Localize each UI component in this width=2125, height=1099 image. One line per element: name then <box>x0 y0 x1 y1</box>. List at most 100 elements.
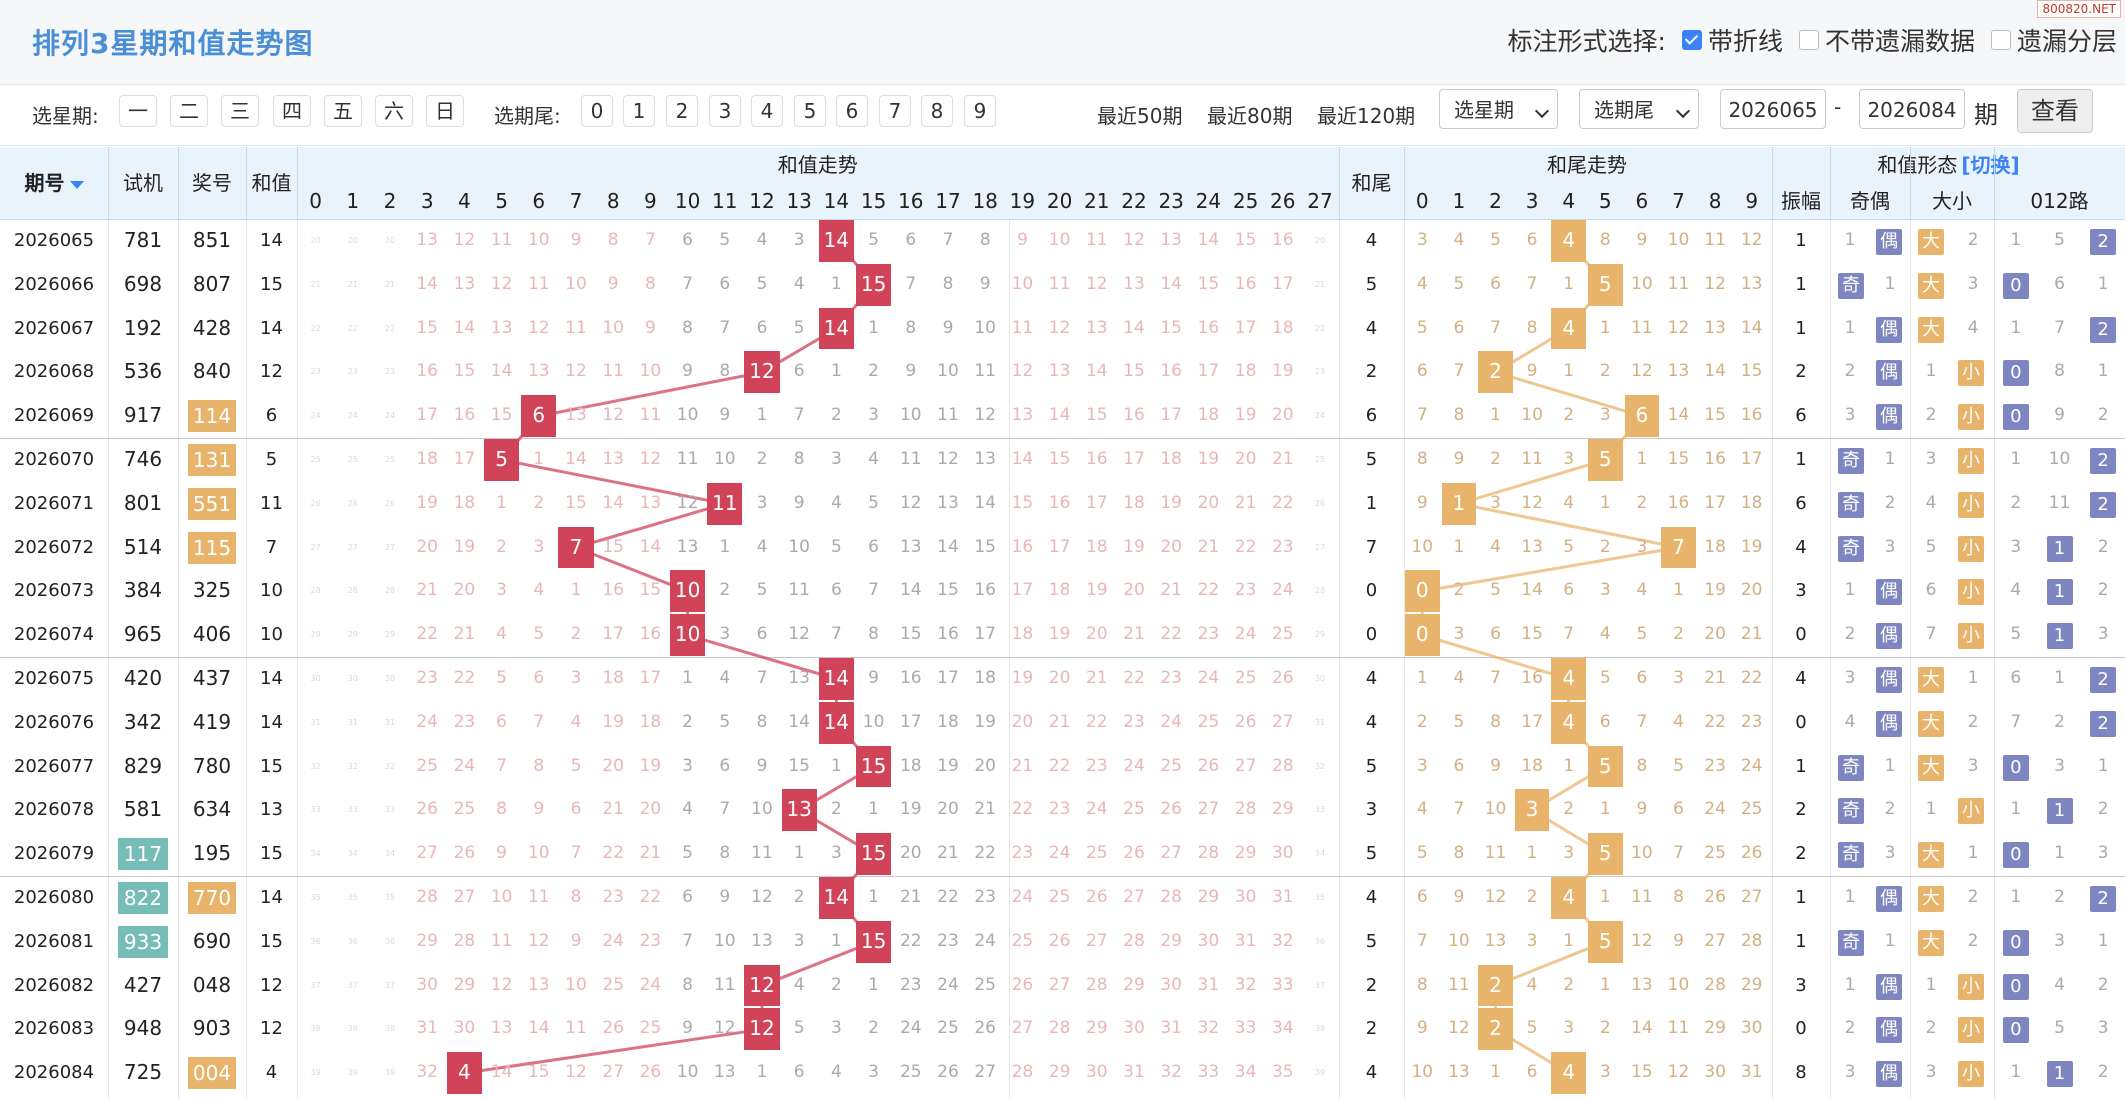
tail-col-header: 4 <box>1562 189 1576 213</box>
tail-miss-cell: 6 <box>1416 887 1428 907</box>
amplitude-cell: 1 <box>1795 887 1807 908</box>
sum-miss-cell: 9 <box>868 668 879 688</box>
sum-miss-cell: 24 <box>1271 580 1294 601</box>
sum-miss-cell: 32 <box>1160 1062 1182 1083</box>
big-miss-cell: 5 <box>1925 536 1937 557</box>
weekday-button-6[interactable]: 六 <box>375 95 413 127</box>
option-miss-layer[interactable]: 遗漏分层 <box>1990 22 2117 58</box>
tail-button-7[interactable]: 7 <box>879 95 911 127</box>
tail-miss-cell: 20 <box>1740 580 1763 601</box>
even-badge: 偶 <box>1876 229 1902 255</box>
sum-miss-cell: 37 <box>310 980 321 990</box>
sum-miss-cell: 15 <box>490 405 513 426</box>
small-miss-cell: 3 <box>1967 755 1979 776</box>
road-0-miss-cell: 3 <box>2010 536 2022 557</box>
tail-button-4[interactable]: 4 <box>751 95 783 127</box>
sum-miss-cell: 1 <box>830 930 842 951</box>
tail-miss-cell: 10 <box>1448 930 1470 951</box>
tail-button-8[interactable]: 8 <box>921 95 953 127</box>
tail-miss-cell: 22 <box>1704 711 1726 732</box>
tail-miss-cell: 9 <box>1636 230 1648 250</box>
tail-button-0[interactable]: 0 <box>581 95 613 127</box>
header-divider <box>178 147 179 219</box>
sum-miss-cell: 4 <box>496 624 507 645</box>
tail-miss-cell: 3 <box>1416 230 1428 250</box>
weekday-button-3[interactable]: 三 <box>221 95 259 127</box>
sum-miss-cell: 8 <box>868 624 879 645</box>
weekday-button-2[interactable]: 二 <box>170 95 208 127</box>
tail-button-6[interactable]: 6 <box>836 95 868 127</box>
road-0-badge: 0 <box>2002 973 2029 1000</box>
sum-miss-cell: 1 <box>793 843 805 864</box>
sum-miss-cell: 15 <box>1160 317 1182 338</box>
tail-button-9[interactable]: 9 <box>964 95 996 127</box>
sum-cell: 13 <box>260 799 283 821</box>
tail-button-3[interactable]: 3 <box>709 95 741 127</box>
odd-miss-cell: 1 <box>1844 317 1856 338</box>
switch-link[interactable]: [切换] <box>1961 153 2020 177</box>
checkbox-icon[interactable] <box>1681 30 1702 50</box>
weekday-button-7[interactable]: 日 <box>426 95 464 127</box>
recent-50-link[interactable]: 最近50期 <box>1097 104 1183 128</box>
tail-miss-cell: 3 <box>1563 1018 1575 1039</box>
sort-down-icon[interactable] <box>69 180 84 189</box>
weekday-button-1[interactable]: 一 <box>119 95 157 127</box>
tail-button-5[interactable]: 5 <box>794 95 826 127</box>
header-test: 试机 <box>123 171 163 195</box>
sum-miss-cell: 13 <box>1160 230 1182 250</box>
tail-col-header: 0 <box>1415 189 1429 213</box>
sum-miss-cell: 12 <box>490 273 513 294</box>
weekday-button-4[interactable]: 四 <box>273 95 311 127</box>
recent-80-link[interactable]: 最近80期 <box>1207 104 1293 128</box>
option-no-miss-data[interactable]: 不带遗漏数据 <box>1798 22 1975 58</box>
road-2-badge: 2 <box>2090 229 2117 255</box>
mark-options: 标注形式选择: 带折线 不带遗漏数据 遗漏分层 <box>1508 22 2117 58</box>
sum-miss-cell: 12 <box>676 492 699 513</box>
period-cell: 2026074 <box>13 624 95 646</box>
sum-miss-cell: 19 <box>602 711 624 732</box>
option-with-lines[interactable]: 带折线 <box>1681 22 1783 58</box>
recent-120-link[interactable]: 最近120期 <box>1317 104 1416 128</box>
to-period-input[interactable]: 2026084 <box>1859 89 1965 129</box>
weekday-button-5[interactable]: 五 <box>324 95 362 127</box>
sum-miss-cell: 19 <box>974 711 996 732</box>
sum-miss-cell: 9 <box>979 273 991 294</box>
tail-button-2[interactable]: 2 <box>666 95 698 127</box>
sum-miss-cell: 14 <box>1085 361 1108 382</box>
sum-miss-cell: 11 <box>527 273 550 294</box>
amplitude-cell: 1 <box>1795 930 1807 952</box>
sum-miss-cell: 18 <box>1048 580 1071 601</box>
test-number-cell: 342 <box>123 709 163 734</box>
big-miss-cell: 3 <box>1925 1062 1937 1083</box>
tail-miss-cell: 11 <box>1448 974 1470 995</box>
sum-miss-cell: 26 <box>1197 755 1220 776</box>
sum-miss-cell: 12 <box>713 1018 736 1039</box>
view-button[interactable]: 查看 <box>2017 89 2093 133</box>
checkbox-icon[interactable] <box>1798 30 1819 50</box>
header-period[interactable]: 期号 <box>0 147 108 219</box>
sum-miss-cell: 8 <box>682 974 693 995</box>
sum-cell: 6 <box>265 405 278 427</box>
sum-miss-cell: 7 <box>830 624 842 645</box>
draw-number-cell: 048 <box>192 972 232 997</box>
sum-miss-cell: 31 <box>1160 1018 1182 1039</box>
weekday-select[interactable]: 选星期 <box>1439 89 1558 129</box>
sum-miss-cell: 12 <box>527 930 550 951</box>
sum-col-header: 3 <box>420 189 434 213</box>
sum-miss-cell: 38 <box>347 1024 358 1034</box>
sum-miss-cell: 14 <box>974 492 996 513</box>
checkbox-icon[interactable] <box>1990 30 2011 50</box>
road-0-miss-cell: 1 <box>2010 230 2022 250</box>
sum-cell: 10 <box>260 624 283 646</box>
big-miss-cell: 7 <box>1925 624 1937 645</box>
from-period-input[interactable]: 2026065 <box>1720 89 1826 129</box>
sum-miss-cell: 19 <box>899 799 922 820</box>
tail-button-1[interactable]: 1 <box>623 95 655 127</box>
tail-miss-cell: 19 <box>1704 580 1726 601</box>
sum-miss-cell: 17 <box>1197 361 1220 382</box>
tail-miss-cell: 7 <box>1490 668 1501 688</box>
sum-miss-cell: 24 <box>1197 668 1220 688</box>
sum-miss-cell: 18 <box>1011 624 1034 645</box>
sum-miss-cell: 13 <box>751 930 773 951</box>
tail-select[interactable]: 选期尾 <box>1579 89 1699 129</box>
